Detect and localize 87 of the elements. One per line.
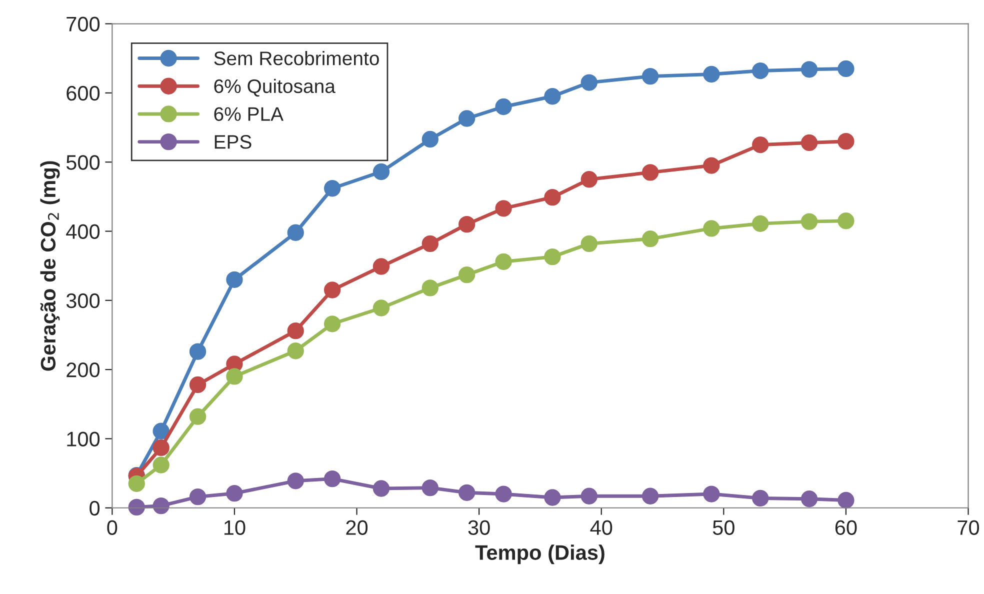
point	[422, 280, 438, 296]
point	[642, 68, 659, 85]
point	[642, 488, 659, 504]
point	[838, 132, 854, 150]
y-tick-label: 100	[67, 432, 100, 446]
point	[189, 376, 206, 394]
point	[152, 456, 170, 474]
point	[372, 163, 390, 180]
point	[324, 180, 341, 197]
point	[422, 479, 438, 496]
point	[752, 62, 769, 80]
legend-label: EPS	[214, 135, 252, 149]
point	[128, 475, 145, 492]
x-tick-label: 30	[468, 520, 490, 535]
point	[189, 343, 206, 360]
point	[226, 485, 243, 502]
point	[287, 342, 304, 360]
point	[152, 439, 170, 456]
x-tick-label: 0	[107, 520, 118, 535]
y-tick-label: 0	[90, 500, 100, 516]
point	[580, 171, 598, 188]
point	[495, 98, 512, 116]
point	[752, 490, 769, 507]
point	[287, 472, 304, 490]
point	[544, 88, 561, 105]
point	[372, 480, 390, 497]
y-tick-label: 300	[66, 293, 100, 308]
point	[580, 74, 598, 91]
y-tick-label: 600	[66, 86, 100, 101]
x-tick-label: 50	[712, 520, 734, 535]
point	[752, 215, 769, 232]
point	[800, 213, 818, 230]
point	[226, 368, 243, 385]
y-tick-label: 500	[66, 155, 100, 170]
y-tick-label: 700	[66, 16, 100, 32]
y-axis-title: Geração de CO$_{2}$ (mg)	[40, 161, 60, 371]
point	[703, 66, 720, 83]
x-tick-label: 20	[346, 520, 368, 535]
point	[324, 470, 341, 488]
point	[752, 136, 769, 154]
point	[422, 235, 438, 252]
point	[544, 189, 561, 206]
legend-label: Sem Recobrimento	[214, 50, 379, 66]
point	[544, 248, 561, 266]
point	[544, 489, 561, 506]
point	[372, 258, 390, 275]
y-tick-label: 200	[66, 362, 100, 378]
point	[642, 164, 659, 181]
point	[372, 300, 390, 316]
x-tick-label: 40	[590, 520, 612, 535]
point	[152, 497, 170, 514]
point	[800, 61, 818, 78]
point	[226, 271, 243, 288]
point	[580, 488, 598, 504]
legend-label: 6% Quitosana	[214, 78, 336, 97]
legend-label: 6% PLA	[214, 107, 284, 121]
point	[189, 488, 206, 506]
point	[287, 322, 304, 340]
x-tick-label: 70	[958, 520, 980, 535]
point	[838, 492, 854, 509]
point	[458, 266, 476, 284]
x-tick-label: 60	[835, 520, 857, 535]
point	[495, 486, 512, 502]
point	[189, 408, 206, 425]
point	[128, 498, 145, 516]
point	[838, 212, 854, 230]
y-tick-label: 400	[66, 224, 100, 239]
x-axis-title: Tempo (Dias)	[475, 544, 604, 564]
point	[838, 60, 854, 78]
point	[324, 282, 341, 298]
point	[287, 224, 304, 241]
point	[458, 216, 476, 233]
point	[642, 230, 659, 248]
point	[152, 422, 170, 440]
point	[458, 484, 476, 501]
x-tick-label: 10	[224, 520, 246, 535]
point	[703, 157, 720, 174]
point	[580, 235, 598, 252]
point	[495, 253, 512, 270]
point	[458, 110, 476, 127]
point	[422, 130, 438, 148]
point	[703, 220, 720, 237]
point	[324, 316, 341, 332]
point	[495, 200, 512, 217]
point	[703, 486, 720, 502]
point	[800, 134, 818, 152]
point	[800, 490, 818, 508]
